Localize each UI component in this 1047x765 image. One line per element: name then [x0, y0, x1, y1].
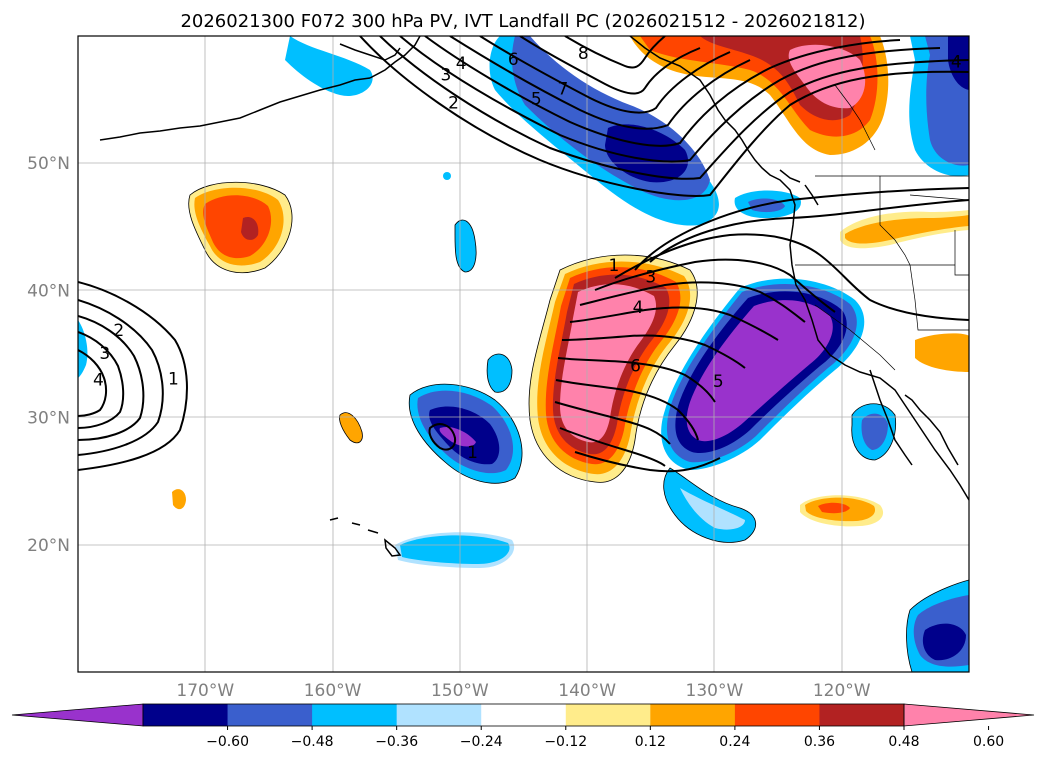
colorbar-swatches [11, 703, 1035, 727]
chart-title: 2026021300 F072 300 hPa PV, IVT Landfall… [180, 11, 865, 32]
contour-label: 3 [440, 65, 451, 85]
colorbar-swatch [565, 704, 651, 726]
colorbar-tick-label: −0.12 [544, 734, 587, 750]
contour-label: 4 [93, 371, 104, 391]
lon-tick-label: 150°W [431, 681, 489, 701]
colorbar-swatch [396, 704, 482, 726]
contour-label: 4 [633, 298, 644, 318]
colorbar-outline [142, 703, 905, 727]
contour-label: 4 [456, 54, 467, 74]
colorbar-tick-label: −0.36 [375, 734, 418, 750]
colorbar-swatch [143, 704, 229, 726]
lon-tick-label: 140°W [558, 681, 616, 701]
colorbar-ticks [227, 726, 990, 730]
contour-label: 1 [608, 256, 619, 276]
colorbar: −0.60 −0.48 −0.36 −0.24 −0.12 0.12 0.24 … [11, 703, 1035, 750]
lat-tick-label: 30°N [27, 409, 70, 429]
colorbar-tick-label: −0.60 [206, 734, 249, 750]
contour-label: 8 [578, 44, 589, 64]
colorbar-swatch [650, 704, 736, 726]
colorbar-swatch [481, 704, 567, 726]
lat-tick-label: 20°N [27, 536, 70, 556]
lat-tick-labels: 20°N 30°N 40°N 50°N [27, 154, 70, 556]
contour-label: 6 [630, 357, 641, 377]
contour-label: 3 [99, 344, 110, 364]
contour-label: 7 [558, 79, 569, 99]
contour-label: 1 [168, 369, 179, 389]
political-borders [795, 84, 969, 371]
lon-tick-labels: 170°W 160°W 150°W 140°W 130°W 120°W [176, 681, 870, 701]
gridlines [78, 36, 969, 672]
lat-tick-label: 40°N [27, 281, 70, 301]
lon-tick-label: 130°W [686, 681, 744, 701]
contour-label: 5 [531, 90, 542, 110]
colorbar-swatch [227, 704, 313, 726]
coastlines [99, 36, 969, 557]
colorbar-extend-min [11, 703, 144, 727]
contour-label: 2 [448, 93, 459, 113]
contour-label: 4 [951, 53, 962, 73]
colorbar-tick-label: 0.48 [888, 734, 919, 750]
contour-label: 2 [113, 321, 124, 341]
contour-label: 5 [713, 372, 724, 392]
colorbar-extend-max [903, 703, 1035, 727]
colorbar-tick-label: −0.48 [291, 734, 334, 750]
colorbar-tick-label: 0.12 [635, 734, 666, 750]
lon-tick-label: 170°W [176, 681, 234, 701]
colorbar-tick-label: −0.24 [460, 734, 503, 750]
contour-label: 3 [645, 268, 656, 288]
colorbar-swatch [819, 704, 905, 726]
colorbar-tick-label: 0.36 [804, 734, 835, 750]
contour-label: 1 [467, 443, 478, 463]
colorbar-swatch [312, 704, 398, 726]
contour-label: 6 [508, 50, 519, 70]
colorbar-swatch [734, 704, 820, 726]
colorbar-tick-label: 0.24 [719, 734, 750, 750]
lon-tick-label: 160°W [304, 681, 362, 701]
ivt-contours [78, 36, 969, 473]
lon-tick-label: 120°W [813, 681, 871, 701]
map-frame [77, 35, 970, 673]
colorbar-tick-label: 0.60 [973, 734, 1004, 750]
lat-tick-label: 50°N [27, 154, 70, 174]
